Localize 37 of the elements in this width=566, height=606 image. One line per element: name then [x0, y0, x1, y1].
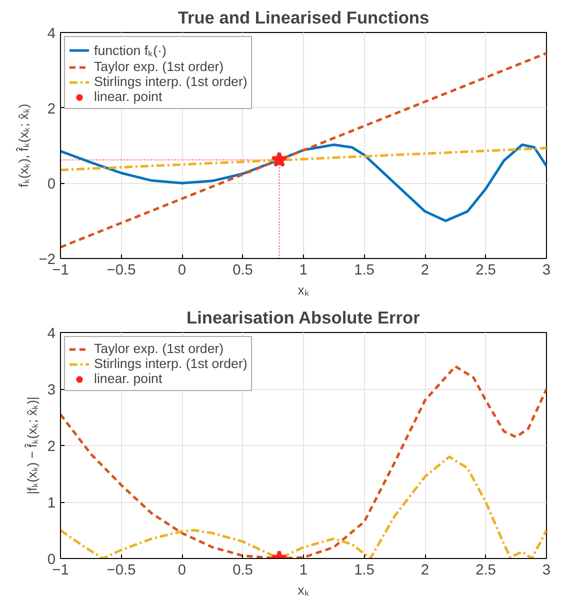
- x-axis-title: xₖ: [298, 582, 310, 598]
- legend-label: function fₖ(·): [94, 42, 166, 59]
- legend-label: Stirlings interp. (1st order): [94, 74, 248, 89]
- y-tick-label: 4: [47, 26, 56, 42]
- legend-label: linear. point: [94, 89, 162, 104]
- x-tick-label: 0.5: [232, 262, 253, 278]
- x-tick-label: 1: [299, 562, 308, 578]
- x-tick-label: 2: [420, 262, 430, 278]
- x-tick-label: 3: [542, 562, 551, 578]
- x-tick-label: 2.5: [476, 262, 496, 278]
- y-tick-label: 2: [47, 439, 56, 455]
- legend-label: linear. point: [94, 371, 162, 386]
- x-tick-label: 2.5: [476, 562, 496, 578]
- y-tick-label: 4: [47, 326, 56, 342]
- chart-title: True and Linearised Functions: [178, 8, 430, 28]
- x-tick-label: 2: [420, 562, 430, 578]
- x-tick-label: 0: [178, 262, 186, 278]
- y-tick-label: 2: [47, 101, 56, 118]
- x-tick-label: −0.5: [106, 562, 136, 578]
- y-axis-title: fₖ(xₖ), f̂ₖ(xₖ; x̂ₖ): [16, 104, 31, 188]
- x-axis-title: xₖ: [298, 282, 310, 298]
- legend-label: Taylor exp. (1st order): [94, 341, 224, 356]
- x-tick-label: 0: [178, 562, 186, 578]
- x-tick-label: 0.5: [232, 562, 253, 578]
- line-series: [60, 143, 546, 222]
- y-tick-label: 0: [47, 176, 56, 193]
- x-tick-label: 3: [542, 262, 551, 278]
- x-tick-label: 1.5: [354, 262, 374, 278]
- y-tick-label: 3: [47, 382, 56, 398]
- chart-title: Linearisation Absolute Error: [186, 308, 420, 328]
- y-axis-title: |fₖ(xₖ) − f̂ₖ(xₖ; x̂ₖ)|: [24, 396, 40, 494]
- legend-label: Stirlings interp. (1st order): [94, 356, 248, 371]
- x-tick-label: 1: [299, 262, 308, 278]
- y-tick-label: 1: [47, 496, 56, 512]
- legend-label: Taylor exp. (1st order): [94, 59, 224, 74]
- x-tick-label: 1.5: [354, 562, 374, 578]
- x-tick-label: −0.5: [106, 262, 136, 278]
